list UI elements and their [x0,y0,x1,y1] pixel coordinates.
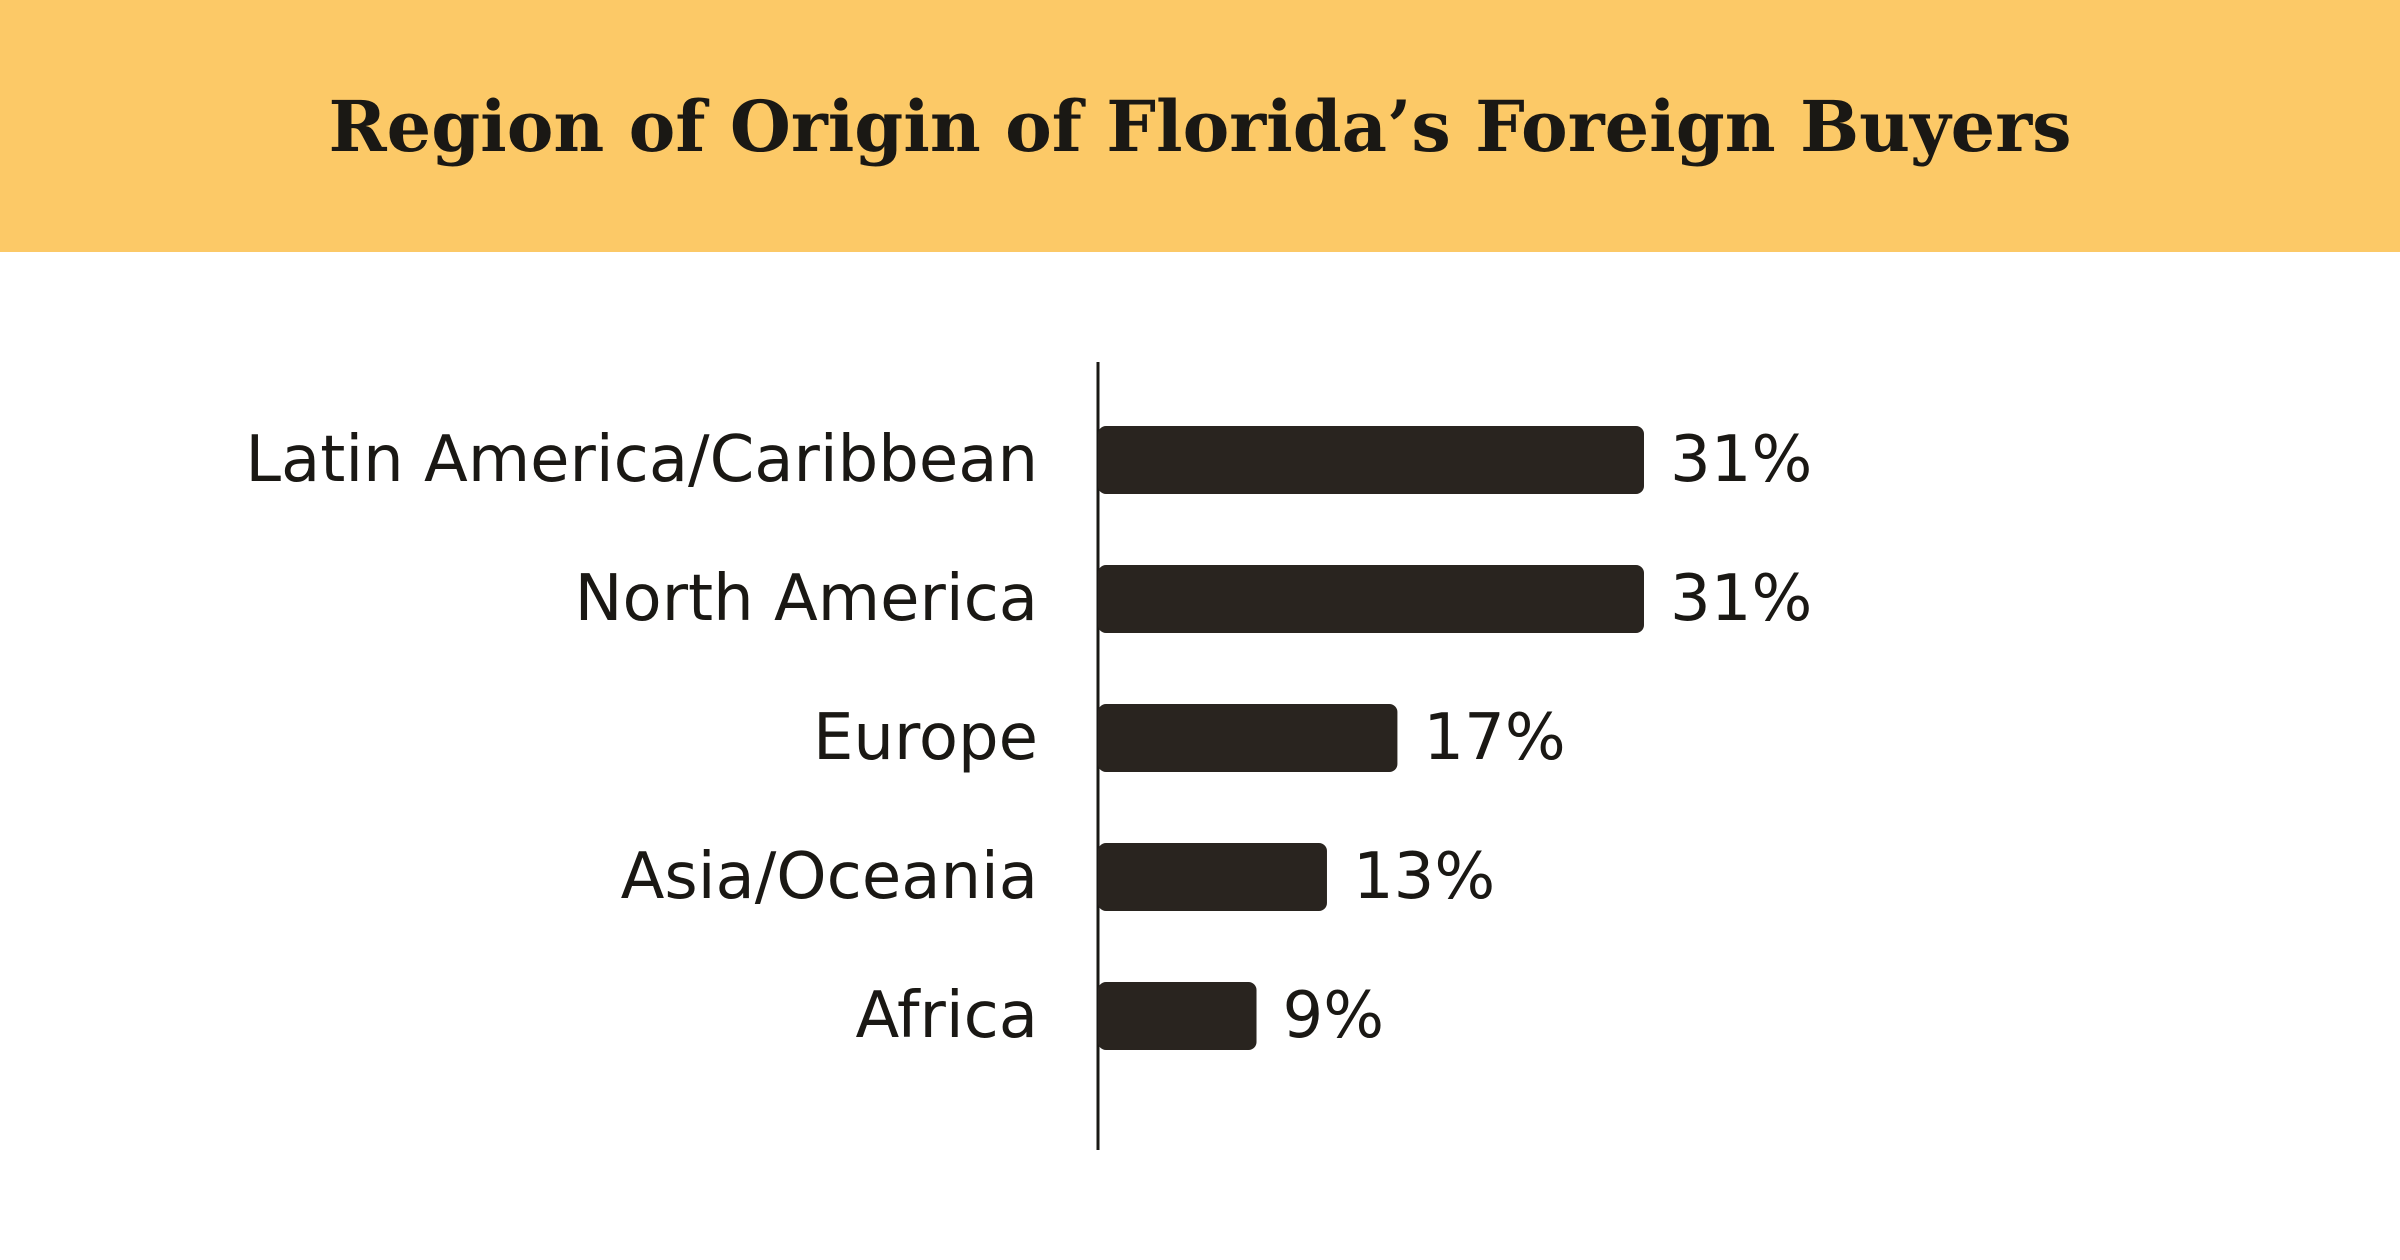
bar-chart: Latin America/Caribbean 31% North America 3… [0,252,2400,1260]
value-label: 17% [1423,701,1565,775]
bar [1098,843,1327,911]
bar-chart-svg: Latin America/Caribbean 31% North America 3… [245,362,1812,1150]
category-label: Africa [855,979,1038,1053]
bar [1098,565,1644,633]
value-label: 9% [1283,979,1385,1053]
bar [1098,426,1644,494]
category-label: North America [575,562,1038,636]
category-label: Asia/Oceania [621,840,1038,914]
title-banner: Region of Origin of Florida’s Foreign Bu… [0,0,2400,252]
value-label: 13% [1353,840,1495,914]
bar [1098,704,1398,772]
bar [1098,982,1257,1050]
category-label: Latin America/Caribbean [245,423,1038,497]
value-label: 31% [1670,562,1812,636]
bars-group: Latin America/Caribbean 31% North America 3… [245,423,1812,1053]
value-label: 31% [1670,423,1812,497]
category-label: Europe [813,701,1038,775]
chart-title: Region of Origin of Florida’s Foreign Bu… [328,84,2072,168]
